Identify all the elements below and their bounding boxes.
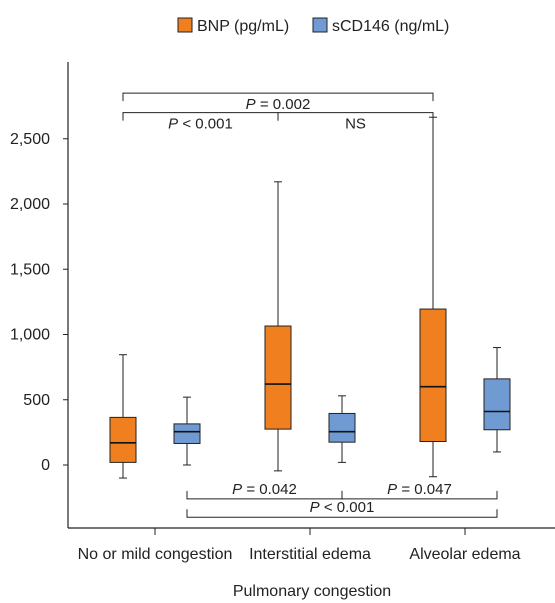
box-1-0 — [173, 396, 201, 466]
bracket-line — [122, 92, 434, 102]
y-tick-label: 1,000 — [10, 327, 50, 344]
legend: BNP (pg/mL) sCD146 (ng/mL) — [177, 17, 449, 35]
box-iqr — [109, 416, 137, 463]
bracket-label-p: P — [168, 116, 178, 133]
bracket-label: P = 0.002 — [246, 96, 311, 113]
box-iqr — [483, 378, 511, 431]
legend-label: sCD146 (ng/mL) — [332, 18, 449, 35]
significance-bracket: P < 0.001 — [186, 499, 498, 518]
box-iqr — [173, 423, 201, 444]
bracket-label-p: P — [232, 481, 242, 498]
y-tick-label: 2,000 — [10, 196, 50, 213]
box-0-1 — [264, 181, 292, 472]
box-0-0 — [109, 354, 137, 479]
box-iqr — [328, 412, 356, 443]
bracket-label-p: P — [310, 499, 320, 516]
boxes — [109, 116, 511, 479]
box-1-1 — [328, 395, 356, 463]
y-tick-label: 0 — [41, 457, 50, 474]
x-axis-label: Pulmonary congestion — [233, 583, 391, 600]
bracket-line — [341, 490, 498, 500]
box-iqr — [419, 308, 447, 443]
bracket-label-value: = 0.002 — [256, 96, 311, 113]
bracket-label-p: P — [387, 481, 397, 498]
bracket-label: P < 0.001 — [168, 116, 233, 133]
bracket-label: P < 0.001 — [310, 499, 375, 516]
bracket-label-value: < 0.001 — [320, 499, 375, 516]
x-tick-label: Alveolar edema — [409, 546, 520, 563]
legend-swatch — [177, 17, 193, 33]
significance-bracket: P = 0.042 — [186, 481, 343, 500]
y-tick-label: 1,500 — [10, 261, 50, 278]
bracket-label: NS — [345, 116, 366, 133]
bracket-label-value: NS — [345, 116, 366, 133]
legend-swatch — [312, 17, 328, 33]
bracket-label-value: = 0.047 — [397, 481, 452, 498]
box-iqr — [264, 325, 292, 430]
significance-bracket: P = 0.002 — [122, 92, 434, 113]
bracket-line — [277, 112, 434, 121]
y-tick-label: 2,500 — [10, 131, 50, 148]
bracket-label: P = 0.042 — [232, 481, 297, 498]
x-tick-label: No or mild congestion — [78, 546, 233, 563]
y-tick-label: 500 — [23, 392, 50, 409]
box-0-2 — [419, 116, 447, 478]
axes: 0 500 1,000 1,500 2,000 2,500 No or mild conge… — [10, 62, 555, 563]
x-tick-label: Interstitial edema — [249, 546, 371, 563]
significance-bracket: P = 0.047 — [341, 481, 498, 500]
bracket-label: P = 0.047 — [387, 481, 452, 498]
significance-bracket: P < 0.001 — [122, 112, 279, 133]
significance-bracket: NS — [277, 112, 434, 133]
bracket-line — [186, 509, 498, 518]
box-1-2 — [483, 347, 511, 453]
legend-label: BNP (pg/mL) — [197, 18, 289, 35]
bracket-label-value: < 0.001 — [178, 116, 233, 133]
bracket-label-value: = 0.042 — [242, 481, 297, 498]
bracket-label-p: P — [246, 96, 256, 113]
